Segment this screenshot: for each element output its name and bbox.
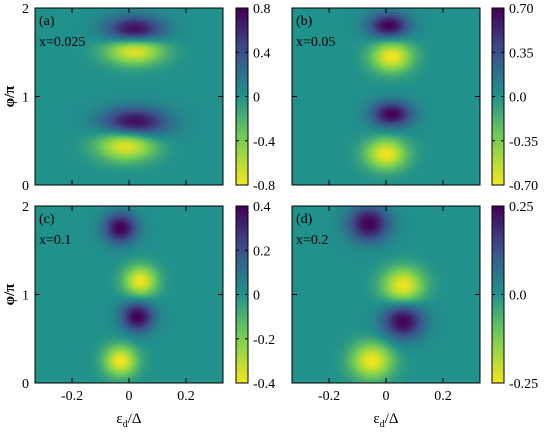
panel-label: (a) [39, 14, 55, 29]
panel-d: -0.2 0 0.2 εd/Δ (d) x=0.2 0.25 0.0 -0.25 [291, 200, 538, 430]
colorbar-tick-label: 0.4 [253, 46, 271, 61]
panel-b: (b) x=0.05 0.70 0.35 0.0 -0.35 -0.70 [291, 2, 538, 194]
colorbar-tick-label: 0.0 [509, 91, 527, 106]
colorbar-tick-label: -0.4 [253, 135, 275, 150]
x-axis-label: εd/Δ [373, 411, 398, 430]
y-tick-label: 0 [22, 179, 29, 194]
colorbar-tick-label: 0.4 [253, 200, 271, 215]
colorbar-tick-label: -0.4 [253, 377, 275, 392]
colorbar-tick-label: 0 [253, 289, 260, 304]
panel-a: 0 1 2 φ/π (a) x=0.025 0.8 0.4 0 -0.4 -0.8 [2, 2, 275, 194]
x-tick-label: 0.2 [434, 389, 452, 404]
x-axis-label: εd/Δ [116, 411, 141, 430]
annotation: x=0.1 [39, 233, 71, 248]
y-tick-label: 2 [22, 2, 29, 17]
colorbar-tick-label: 0.25 [509, 200, 534, 215]
panel-label: (b) [296, 14, 313, 29]
colorbar-tick-label: 0.0 [509, 289, 527, 304]
x-tick-label: -0.2 [318, 389, 340, 404]
heatmap-image [35, 206, 223, 383]
y-axis-label: φ/π [2, 85, 18, 108]
x-tick-label: 0 [126, 389, 133, 404]
colorbar-tick-label: 0.8 [253, 2, 271, 17]
heatmap-image [292, 206, 480, 383]
x-tick-label: 0 [383, 389, 390, 404]
heatmap-image [35, 8, 223, 185]
colorbar-tick-label: -0.70 [509, 179, 538, 194]
y-tick-label: 1 [22, 91, 29, 106]
colorbar-tick-label: 0.70 [509, 2, 534, 17]
annotation: x=0.025 [39, 35, 85, 50]
x-tick-label: -0.2 [61, 389, 83, 404]
annotation: x=0.2 [296, 233, 328, 248]
colorbar-tick-label: 0.35 [509, 46, 534, 61]
panel-label: (d) [296, 212, 313, 227]
colorbar-tick-label: -0.35 [509, 135, 538, 150]
y-tick-label: 2 [22, 200, 29, 215]
y-tick-label: 1 [22, 289, 29, 304]
colorbar-tick-label: -0.8 [253, 179, 275, 194]
heatmap-image [292, 8, 480, 185]
colorbar-tick-label: 0 [253, 91, 260, 106]
y-tick-label: 0 [22, 377, 29, 392]
panel-c: 0 1 2 -0.2 0 0.2 φ/π εd/Δ (c) x=0.1 0.4 0.2 0 -0.2 -0.… [2, 200, 275, 430]
colorbar-tick-label: -0.2 [253, 333, 275, 348]
y-axis-label: φ/π [2, 283, 18, 306]
colorbar-tick-label: 0.2 [253, 244, 271, 259]
colorbar-tick-label: -0.25 [509, 377, 538, 392]
annotation: x=0.05 [296, 35, 335, 50]
panel-label: (c) [39, 212, 55, 227]
x-tick-label: 0.2 [177, 389, 195, 404]
